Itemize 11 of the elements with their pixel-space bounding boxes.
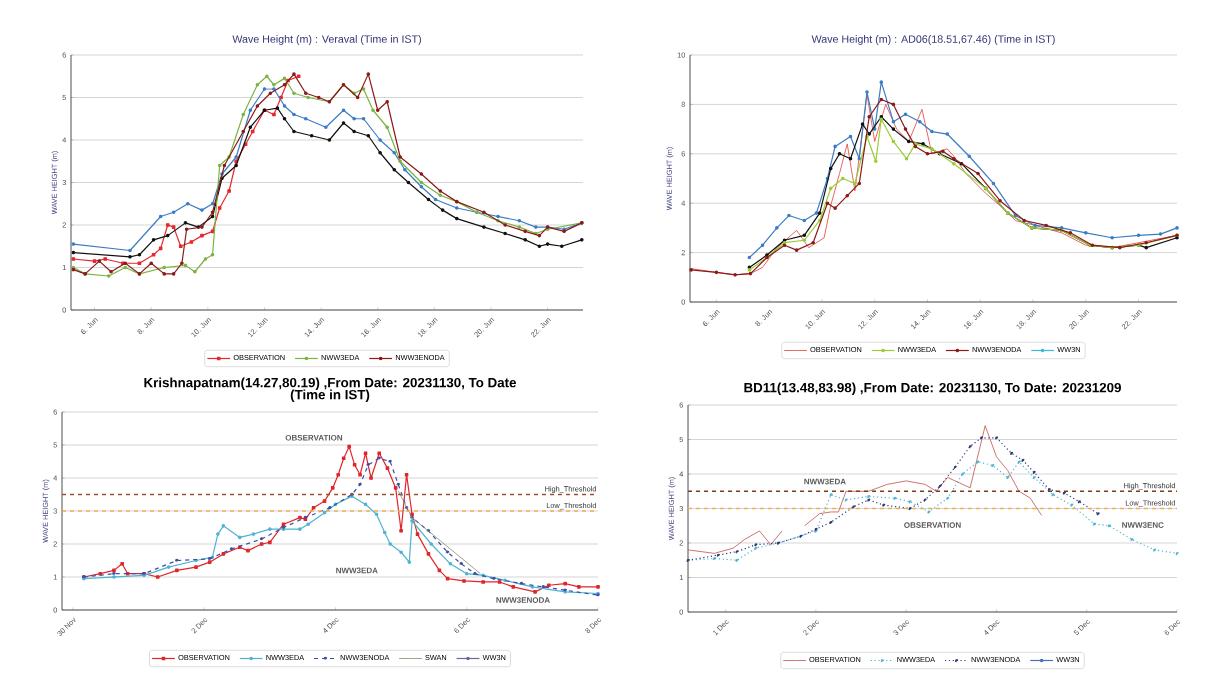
chart-title: BD11(13.48,83.98) ,From Date: 20231130, To Date: 20231209 — [744, 382, 1121, 395]
chart-title: Wave Height (m) : Veraval (Time in IST) — [232, 35, 421, 45]
annotation: NWW3EDA — [336, 567, 378, 574]
annotation: OBSERVATION — [904, 522, 961, 528]
annotation: NWW3EDA — [804, 478, 846, 485]
annotation: NWW3ENC — [1122, 522, 1164, 528]
annotation: OBSERVATION — [285, 434, 343, 441]
chart-title: Wave Height (m) : AD06(18.51,67.46) (Time in IST) — [811, 35, 1055, 45]
chart-subtitle: (Time in IST) — [290, 389, 370, 402]
chart-title: Krishnapatnam(14.27,80.19) ,From Date: 20231130, To Date — [144, 377, 517, 390]
annotation: NWW3ENODA — [496, 597, 550, 603]
